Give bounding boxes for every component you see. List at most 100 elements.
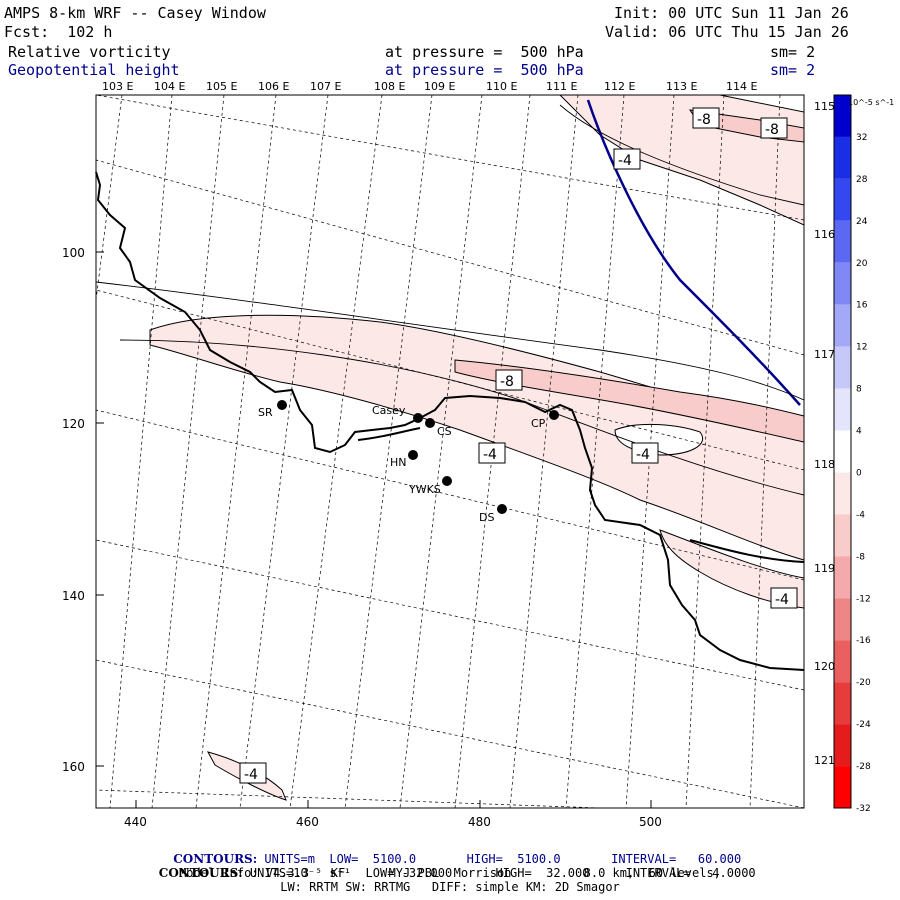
contour-label: -4: [244, 767, 258, 783]
footer-height-contours: CONTOURS: UNITS=m LOW= 5100.0 HIGH= 5100…: [173, 852, 742, 866]
x-tick-460: 460: [296, 815, 319, 829]
geopotential-contour-5100: [586, 99, 801, 406]
colorbar-level: -28: [856, 762, 871, 772]
contour-labels: -8 -8 -4 -8 -4 -4 -4 -4: [239, 107, 798, 784]
colorbar-level: 24: [856, 217, 868, 227]
colorbar-swatch: [834, 682, 851, 725]
lon-label: 114 E: [726, 80, 757, 93]
colorbar-level: -12: [856, 594, 871, 604]
station-label: DS: [479, 511, 494, 524]
colorbar-level: 12: [856, 343, 867, 353]
colorbar-swatch: [834, 136, 851, 179]
colorbar-swatch: [834, 598, 851, 641]
lon-label: 112 E: [604, 80, 635, 93]
forecast-hour: Fcst: 102 h: [4, 23, 113, 41]
colorbar-swatch: [834, 178, 851, 221]
colorbar-unit: 10^-5 s^-1: [848, 98, 894, 107]
station-label: HN: [390, 456, 407, 469]
valid-time: Valid: 06 UTC Thu 15 Jan 26: [605, 23, 849, 41]
field1-level: at pressure = 500 hPa: [385, 43, 584, 61]
colorbar-level: -20: [856, 678, 871, 688]
field2-level: at pressure = 500 hPa: [385, 61, 584, 79]
lon-label: 105 E: [206, 80, 237, 93]
axis-ticks: [96, 251, 652, 808]
vorticity-contours: [95, 104, 805, 496]
lon-label: 111 E: [546, 80, 577, 93]
colorbar-level: 8: [856, 385, 862, 395]
footer-model-info: Model Info: V4.3.3 KF MYJ PBL Morrison 8…: [179, 866, 721, 880]
y-tick-140: 140: [62, 589, 85, 603]
init-time: Init: 00 UTC Sun 11 Jan 26: [614, 4, 849, 22]
colorbar: 32 28 24 20 16 12 8 4 0 -4 -8 -12 -16 -20 -24 -28 -32: [833, 94, 871, 814]
plot-title: AMPS 8-km WRF -- Casey Window: [4, 4, 266, 22]
lon-label: 108 E: [374, 80, 405, 93]
contour-label: -4: [775, 592, 789, 608]
vorticity-shading: [149, 94, 805, 801]
station-marker: [549, 410, 559, 420]
colorbar-level: 28: [856, 175, 868, 185]
contour-label: -8: [697, 112, 711, 128]
lon-label: 106 E: [258, 80, 289, 93]
colorbar-swatch: [834, 220, 851, 263]
map-frame: [95, 94, 805, 809]
colorbar-swatch: [834, 388, 851, 431]
contour-label: -8: [500, 374, 514, 390]
lon-label: 103 E: [102, 80, 133, 93]
colorbar-level: -24: [856, 720, 871, 730]
station-marker: [413, 413, 423, 423]
station-label: Casey: [372, 404, 406, 417]
colorbar-level: -16: [856, 636, 871, 646]
station-label: CP: [531, 417, 546, 430]
x-tick-500: 500: [639, 815, 662, 829]
field1-smoothing: sm= 2: [770, 43, 816, 61]
contour-label: -8: [765, 122, 779, 138]
longitude-labels-top: 103 E 104 E 105 E 106 E 107 E 108 E 109 …: [102, 80, 757, 93]
y-tick-100: 100: [62, 246, 85, 260]
colorbar-level: 32: [856, 133, 867, 143]
colorbar-swatch: [834, 472, 851, 515]
colorbar-swatch: [834, 556, 851, 599]
lon-label: 110 E: [486, 80, 517, 93]
lon-label: 113 E: [666, 80, 697, 93]
station-marker: [497, 504, 507, 514]
lon-label: 104 E: [154, 80, 185, 93]
colorbar-swatch: [834, 766, 851, 808]
colorbar-swatch: [834, 430, 851, 473]
field2-name: Geopotential height: [8, 61, 180, 79]
colorbar-level: 16: [856, 301, 868, 311]
stations: SR Casey CS CP HN YWKS DS: [258, 400, 559, 524]
colorbar-swatch: [834, 304, 851, 347]
colorbar-level: 20: [856, 259, 868, 269]
graticule: [95, 94, 805, 809]
x-tick-440: 440: [124, 815, 147, 829]
colorbar-swatch: [834, 262, 851, 305]
footer-vorticity-contours: CONTOURS: UNITS=10⁻⁵ s⁻¹ LOW= -32.000 HI…: [158, 866, 756, 880]
contour-label: -4: [636, 447, 650, 463]
field2-smoothing: sm= 2: [770, 61, 816, 79]
colorbar-level: -8: [856, 552, 865, 562]
contour-label: -4: [618, 153, 632, 169]
shaded-band-middle: [149, 314, 805, 561]
colorbar-frame: [833, 94, 852, 809]
lon-label: 107 E: [310, 80, 341, 93]
lon-label: 109 E: [424, 80, 455, 93]
station-marker: [277, 400, 287, 410]
colorbar-level: -32: [856, 804, 871, 814]
colorbar-level: 0: [856, 468, 862, 478]
colorbar-swatch: [834, 724, 851, 767]
station-label: SR: [258, 406, 273, 419]
colorbar-swatch: [834, 95, 851, 137]
x-tick-480: 480: [468, 815, 491, 829]
y-tick-160: 160: [62, 760, 85, 774]
footer-physics: LW: RRTM SW: RRTMG DIFF: simple KM: 2D S…: [280, 880, 620, 894]
colorbar-level: -4: [856, 510, 865, 520]
station-label: YWKS: [408, 483, 441, 496]
station-marker: [408, 450, 418, 460]
colorbar-level: 4: [856, 427, 862, 437]
y-tick-120: 120: [62, 417, 85, 431]
station-marker: [425, 418, 435, 428]
colorbar-swatch: [834, 640, 851, 683]
contour-label: -4: [483, 447, 497, 463]
field1-name: Relative vorticity: [8, 43, 171, 61]
